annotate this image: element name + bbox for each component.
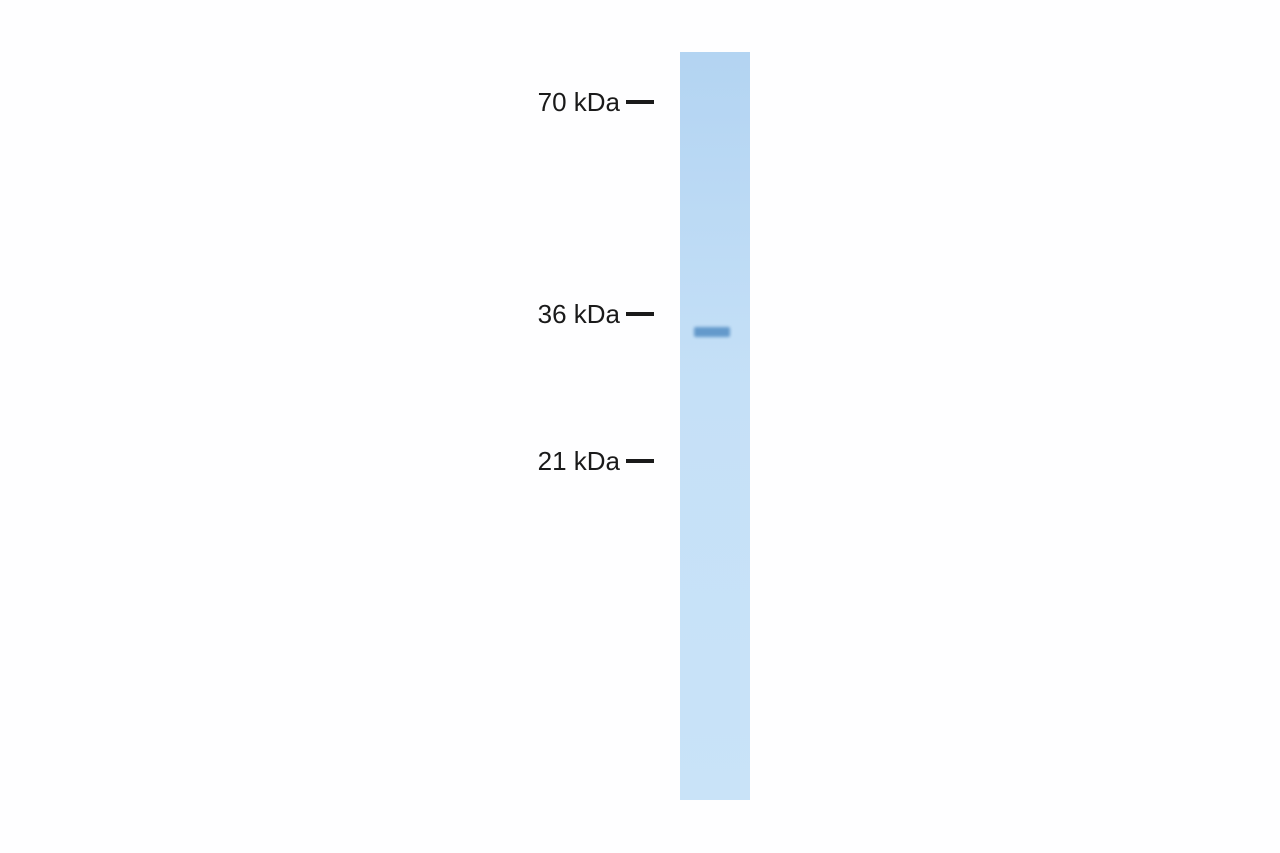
marker-label: 70 kDa bbox=[538, 87, 620, 118]
western-blot-figure: 70 kDa 36 kDa 21 kDa bbox=[0, 0, 1280, 853]
marker-tick bbox=[626, 312, 654, 316]
marker-row: 70 kDa bbox=[460, 85, 654, 119]
marker-label: 36 kDa bbox=[538, 299, 620, 330]
marker-row: 21 kDa bbox=[460, 444, 654, 478]
marker-label: 21 kDa bbox=[538, 446, 620, 477]
marker-tick bbox=[626, 459, 654, 463]
marker-tick bbox=[626, 100, 654, 104]
blot-lane bbox=[680, 52, 750, 800]
marker-row: 36 kDa bbox=[460, 297, 654, 331]
protein-band bbox=[694, 327, 730, 337]
